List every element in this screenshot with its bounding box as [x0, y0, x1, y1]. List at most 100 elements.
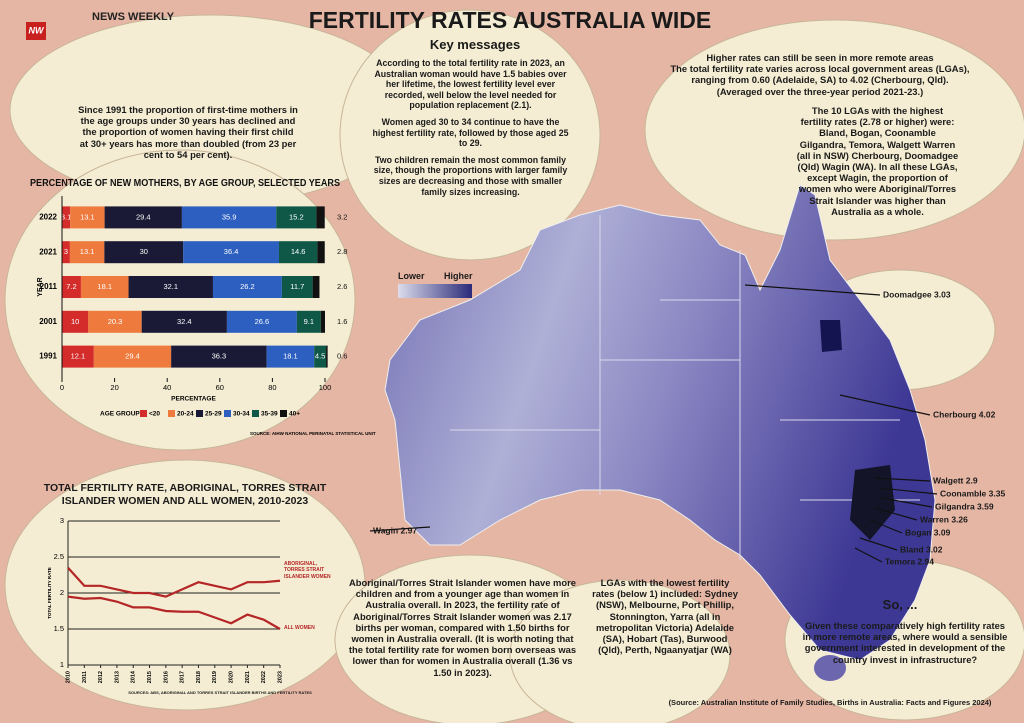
clouds: [4, 9, 1024, 723]
y-tick-label: 2.5: [54, 552, 64, 561]
line: [67, 567, 281, 598]
map-label: Cherbourg 4.02: [933, 409, 996, 419]
chart-source: SOURCE: AIHW NATIONAL PERINATAL STATISTI…: [250, 431, 376, 436]
x-tick-label: 2018: [196, 671, 202, 683]
x-tick-label: 0: [60, 383, 64, 392]
value-label: 30: [140, 247, 148, 256]
y-axis-label: TOTAL FERTILITY RATE: [47, 567, 52, 619]
value-label: 35.9: [222, 212, 237, 221]
bar-segment: [70, 206, 105, 229]
y-axis-label: YEAR: [37, 277, 44, 296]
bar-segment: [69, 241, 105, 264]
paragraph: According to the total fertility rate in…: [374, 58, 567, 111]
bar-segment: [226, 310, 297, 333]
borders: [450, 215, 920, 560]
value-label: 18.1: [283, 352, 298, 361]
bar-segment: [62, 206, 71, 229]
high-region: [820, 320, 842, 352]
map-label: Bogan 3.09: [905, 527, 951, 537]
map-label: Walgett 2.9: [933, 475, 978, 485]
x-tick-label: 2019: [212, 671, 218, 683]
bar-segment: [171, 345, 267, 368]
line: [67, 595, 281, 630]
x-tick-label: 2011: [82, 671, 88, 683]
x-tick-label: 2013: [114, 671, 120, 683]
legend-label: <20: [149, 411, 160, 418]
leader-line: [881, 497, 933, 508]
paragraph: Two children remain the most common fami…: [373, 154, 568, 197]
legend-swatch: [140, 410, 147, 417]
x-tick-label: 2014: [131, 670, 137, 683]
x-tick-label: 2010: [65, 671, 71, 683]
y-tick-label: 3: [60, 516, 64, 525]
x-tick-label: 2020: [229, 671, 235, 683]
x-tick-label: 2016: [163, 671, 169, 683]
value-label: 9.1: [304, 317, 314, 326]
legend-label: 20-24: [177, 411, 194, 418]
legend-swatch: [168, 410, 175, 417]
bar-segment: [62, 345, 94, 368]
value-label: 36.4: [224, 247, 239, 256]
tasmania: [814, 655, 846, 681]
leader-line: [854, 547, 883, 563]
value-label: 3.1: [61, 212, 71, 221]
map-label: Temora 2.94: [885, 556, 934, 566]
source: (Source: Australian Institute of Family …: [668, 698, 992, 707]
x-tick-label: 2022: [261, 671, 267, 683]
legend-gradient: [398, 284, 472, 298]
high-region: [850, 465, 895, 540]
paragraph: The total fertility rate varies across l…: [670, 63, 970, 97]
lowest-lgas: LGAs with the lowest fertility rates (be…: [592, 577, 738, 656]
x-tick-label: 80: [268, 383, 276, 392]
legend-swatch: [224, 410, 231, 417]
leader-line: [869, 519, 903, 534]
map-label: Doomadgee 3.03: [883, 289, 951, 299]
value-label: 26.6: [255, 317, 270, 326]
bar-segment: [62, 276, 81, 298]
map-label: Wagin 2.97: [373, 525, 417, 535]
closing-heading: So, ...: [882, 597, 918, 612]
legend-label: 25-29: [205, 411, 222, 418]
y-tick-label: 2001: [39, 317, 57, 326]
logo: NW: [29, 25, 45, 35]
bar-segment: [296, 310, 321, 333]
x-tick-label: 40: [163, 383, 171, 392]
leader-line: [744, 284, 881, 296]
leader-line: [839, 394, 931, 416]
value-label: 14.6: [291, 247, 306, 256]
legend-label: ABORIGINAL, TORRES STRAIT ISLANDER WOMEN: [284, 560, 331, 580]
bar-segment: [314, 345, 327, 368]
brand: NEWS WEEKLY: [92, 11, 175, 23]
legend-swatch: [280, 410, 287, 417]
bar-segment: [128, 276, 213, 298]
legend-swatch: [196, 410, 203, 417]
value-label: 3: [64, 247, 68, 256]
intro: Since 1991 the proportion of first-time …: [78, 104, 298, 160]
legend-label: 35-39: [261, 411, 278, 418]
legend-swatch: [252, 410, 259, 417]
paragraph: Women aged 30 to 34 continue to have the…: [372, 116, 569, 149]
value-label: 7.2: [66, 282, 76, 291]
legend-label: 40+: [289, 411, 300, 418]
legend-high: Higher: [444, 271, 473, 281]
x-tick-label: 2015: [147, 671, 153, 683]
bar-segment: [316, 206, 325, 229]
value-label: 1.6: [337, 317, 347, 326]
value-label: 2.6: [337, 282, 347, 291]
aboriginal-note: Aboriginal/Torres Strait Islander women …: [348, 577, 577, 678]
bar-segment: [141, 310, 227, 333]
leader-line: [874, 507, 918, 521]
map-label: Bland 3.02: [900, 544, 943, 554]
value-label: 18.1: [97, 282, 112, 291]
bar-segment: [278, 241, 318, 264]
x-tick-label: 2023: [277, 671, 283, 683]
bar-segment: [276, 206, 317, 229]
value-label: 10: [71, 317, 79, 326]
x-tick-label: 100: [319, 383, 332, 392]
value-label: 12.1: [71, 352, 86, 361]
map-label: Gilgandra 3.59: [935, 501, 994, 511]
map-label: Warren 3.26: [920, 514, 968, 524]
key-heading: Key messages: [429, 37, 521, 52]
bar-segment: [104, 206, 182, 229]
